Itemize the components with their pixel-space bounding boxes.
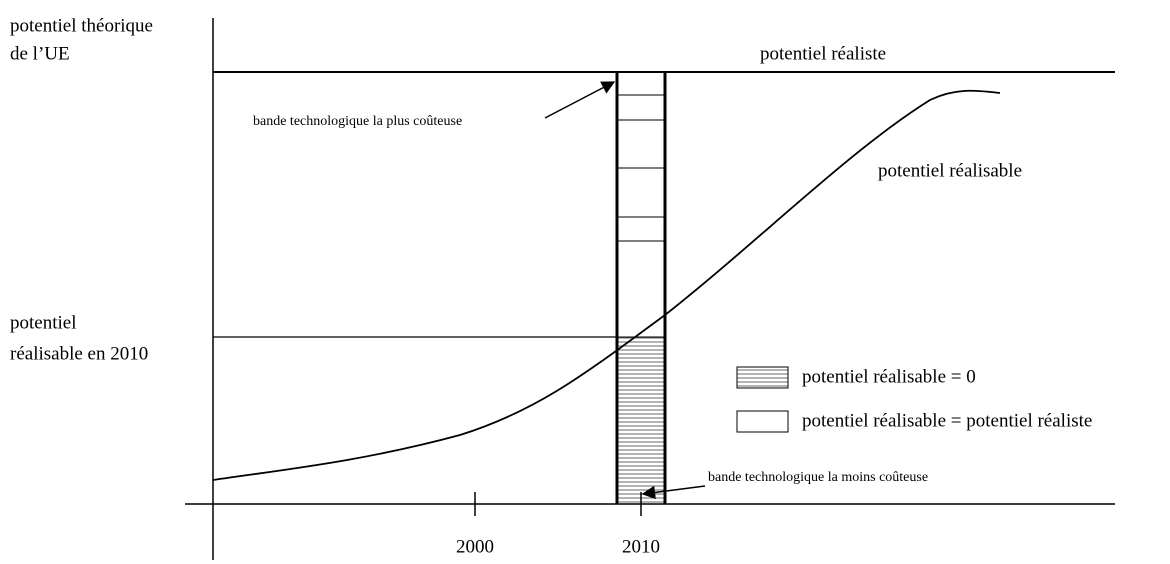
achievable-curve [212,89,1001,481]
legend-swatch [736,410,789,433]
label: de l’UE [10,43,70,64]
x-tick-label: 2010 [622,536,660,557]
legend-label: potentiel réalisable = potentiel réalist… [802,410,1092,431]
label: potentiel [10,312,76,333]
label: bande technologique la plus coûteuse [253,114,462,129]
label: réalisable en 2010 [10,343,148,364]
arrow [544,81,616,119]
label: bande technologique la moins coûteuse [708,470,928,485]
legend-swatch [736,366,789,389]
label: potentiel théorique [10,15,153,36]
label: potentiel réalisable [878,160,1022,181]
legend: potentiel réalisable = 0 potentiel réali… [736,366,1092,433]
x-tick-label: 2000 [456,536,494,557]
hatched-bands [617,337,665,504]
label: potentiel réaliste [760,43,886,64]
arrow [641,485,706,500]
technology-column [615,72,667,504]
legend-label: potentiel réalisable = 0 [802,366,976,387]
